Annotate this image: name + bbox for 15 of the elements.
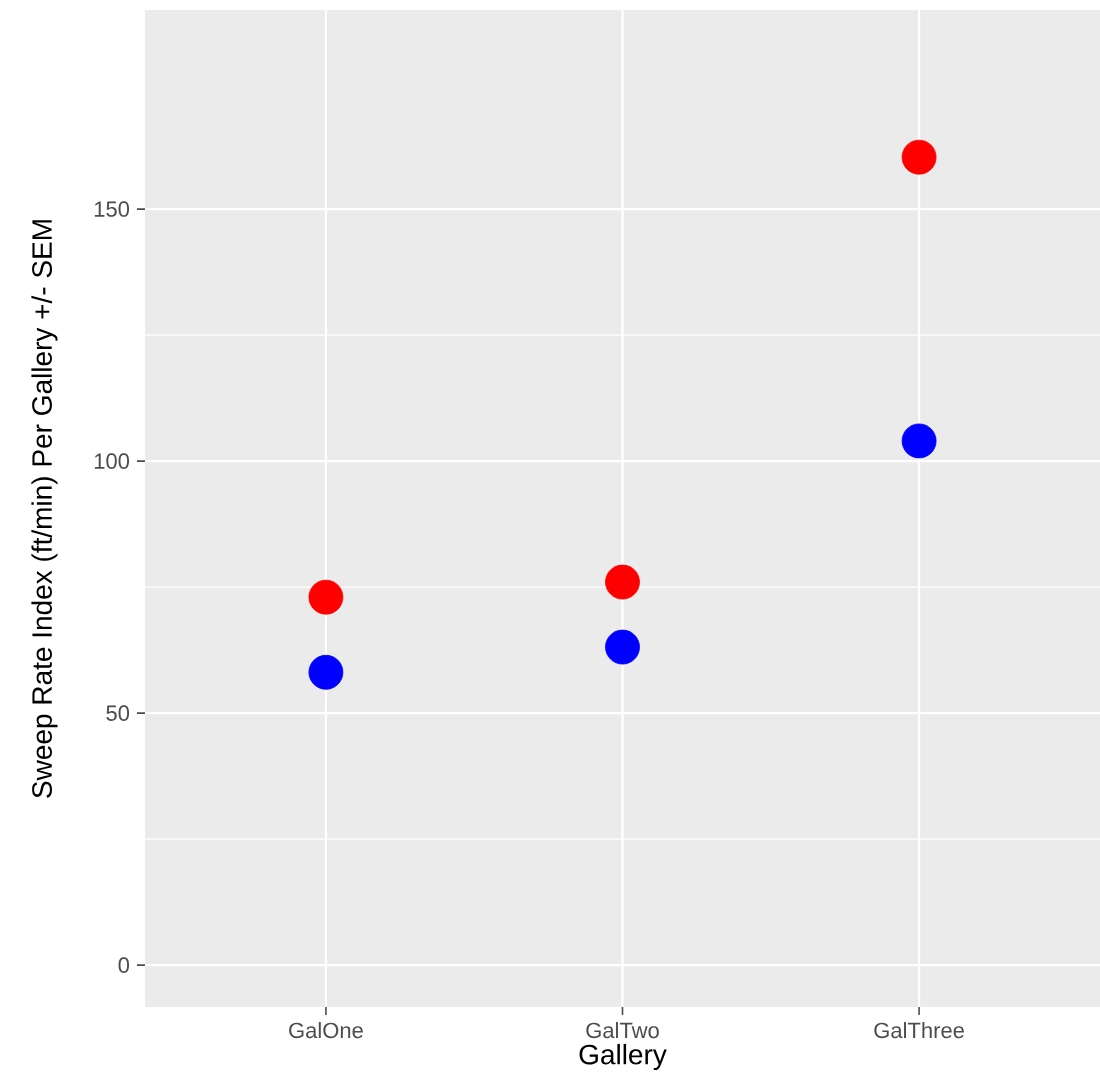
y-tick-label: 100 bbox=[94, 453, 130, 469]
y-tick-label: 50 bbox=[106, 705, 130, 721]
y-axis-title: Sweep Rate Index (ft/min) Per Gallery +/- SEM bbox=[31, 220, 58, 798]
point bbox=[901, 139, 937, 175]
point bbox=[605, 629, 640, 665]
x-tick-label: GalOne bbox=[289, 1022, 363, 1039]
point bbox=[901, 423, 937, 459]
point bbox=[308, 654, 344, 690]
x-tick-label: GalTwo bbox=[586, 1022, 659, 1039]
x-axis-title: Gallery bbox=[579, 1043, 667, 1071]
x-tick-label: GalThree bbox=[874, 1022, 964, 1039]
point bbox=[605, 564, 640, 600]
point bbox=[308, 579, 344, 615]
y-tick-label: 150 bbox=[94, 201, 130, 217]
y-tick-label: 0 bbox=[118, 957, 130, 973]
